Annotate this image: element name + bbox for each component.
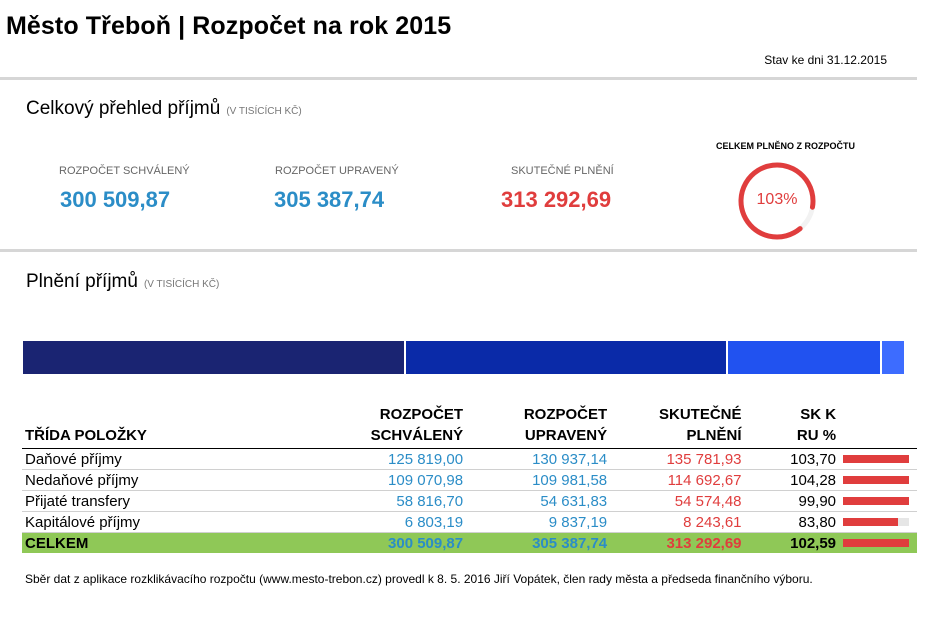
- modified-label: ROZPOČET UPRAVENÝ: [275, 165, 399, 177]
- row-approved: 6 803,19: [331, 511, 467, 533]
- gauge-percent: 103%: [756, 191, 798, 208]
- fulfillment-title-text: Plnění příjmů: [26, 271, 138, 292]
- table-row: Přijaté transfery 58 816,70 54 631,83 54…: [22, 490, 917, 512]
- page-title: Město Třeboň | Rozpočet na rok 2015: [6, 12, 452, 40]
- row-pct-bar: [843, 518, 910, 526]
- overview-title: Celkový přehled příjmů (V TISÍCÍCH KČ): [26, 98, 302, 120]
- col-pct-header-l2: RU %: [796, 427, 837, 444]
- gauge-arc: [738, 162, 816, 240]
- row-actual: 8 243,61: [610, 511, 745, 533]
- row-pct-bar-fill: [843, 497, 909, 505]
- fulfillment-segment: [23, 341, 405, 374]
- gauge-title: CELKEM PLNĚNO Z ROZPOČTU: [716, 141, 855, 151]
- fulfillment-segment: [880, 341, 904, 374]
- col-class-header: TŘÍDA POLOŽKY: [22, 404, 332, 449]
- row-actual: 54 574,48: [610, 490, 745, 512]
- overview-unit: (V TISÍCÍCH KČ): [226, 106, 302, 117]
- row-approved: 109 070,98: [331, 469, 467, 491]
- row-modified: 130 937,14: [466, 448, 611, 470]
- row-actual: 114 692,67: [610, 469, 745, 491]
- table-header-row: TŘÍDA POLOŽKY ROZPOČET SCHVÁLENÝ ROZPOČE…: [22, 404, 917, 449]
- col-modified-header-l2: UPRAVENÝ: [524, 427, 608, 444]
- col-modified-header: ROZPOČET UPRAVENÝ: [466, 404, 611, 449]
- footer-note: Sběr dat z aplikace rozklikávacího rozpo…: [25, 572, 813, 586]
- col-actual-header-l1: SKUTEČNÉ: [659, 406, 742, 423]
- row-pct: 103,70: [744, 448, 840, 470]
- fulfillment-segment-divider: [726, 341, 729, 374]
- actual-value: 313 292,69: [501, 187, 612, 212]
- col-modified-header-l1: ROZPOČET: [523, 406, 608, 423]
- table-row: Daňové příjmy 125 819,00 130 937,14 135 …: [22, 448, 917, 470]
- status-date: Stav ke dni 31.12.2015: [764, 53, 887, 67]
- fulfillment-segment: [727, 341, 881, 374]
- revenue-table: TŘÍDA POLOŽKY ROZPOČET SCHVÁLENÝ ROZPOČE…: [22, 404, 917, 553]
- row-name: Daňové příjmy: [22, 448, 332, 470]
- row-modified: 54 631,83: [466, 490, 611, 512]
- row-pct-bar-cell: [839, 511, 917, 533]
- total-approved: 300 509,87: [331, 532, 467, 553]
- col-pct-header-l1: SK K: [800, 406, 837, 423]
- row-name: Kapitálové příjmy: [22, 511, 332, 533]
- row-pct-bar-cell: [839, 448, 917, 470]
- divider: [0, 77, 917, 80]
- gauge-ring: [738, 162, 816, 240]
- modified-value: 305 387,74: [274, 187, 385, 212]
- fulfillment-title: Plnění příjmů (V TISÍCÍCH KČ): [26, 271, 219, 293]
- row-pct-bar: [843, 455, 910, 463]
- row-name: Nedaňové příjmy: [22, 469, 332, 491]
- row-pct: 104,28: [744, 469, 840, 491]
- total-modified: 305 387,74: [466, 532, 611, 553]
- col-pct-header: SK K RU %: [744, 404, 840, 449]
- fulfillment-segment: [404, 341, 728, 374]
- fulfillment-segment-divider: [879, 341, 882, 374]
- table-row: Kapitálové příjmy 6 803,19 9 837,19 8 24…: [22, 511, 917, 533]
- col-bar-header: [839, 404, 917, 449]
- row-pct: 99,90: [744, 490, 840, 512]
- col-actual-header: SKUTEČNÉ PLNĚNÍ: [610, 404, 745, 449]
- table-total-row: CELKEM 300 509,87 305 387,74 313 292,69 …: [22, 532, 917, 553]
- row-pct-bar-cell: [839, 490, 917, 512]
- overview-title-text: Celkový přehled příjmů: [26, 98, 221, 119]
- total-pct-bar-fill: [843, 539, 910, 547]
- row-pct-bar-fill: [843, 518, 899, 526]
- table-row: Nedaňové příjmy 109 070,98 109 981,58 11…: [22, 469, 917, 491]
- row-approved: 58 816,70: [331, 490, 467, 512]
- row-modified: 9 837,19: [466, 511, 611, 533]
- col-approved-header: ROZPOČET SCHVÁLENÝ: [331, 404, 467, 449]
- row-modified: 109 981,58: [466, 469, 611, 491]
- total-pct-bar-cell: [839, 532, 917, 553]
- approved-value: 300 509,87: [60, 187, 171, 212]
- row-pct-bar-cell: [839, 469, 917, 491]
- actual-label: SKUTEČNÉ PLNĚNÍ: [511, 165, 614, 177]
- col-approved-header-l2: SCHVÁLENÝ: [370, 427, 464, 444]
- total-pct: 102,59: [744, 532, 840, 553]
- total-pct-bar: [843, 539, 910, 547]
- row-pct-bar: [843, 476, 910, 484]
- row-actual: 135 781,93: [610, 448, 745, 470]
- fulfillment-segment-divider: [403, 341, 406, 374]
- col-approved-header-l1: ROZPOČET: [379, 406, 464, 423]
- col-actual-header-l2: PLNĚNÍ: [686, 427, 742, 444]
- divider: [0, 249, 917, 252]
- row-pct-bar-fill: [843, 455, 910, 463]
- row-pct-bar: [843, 497, 910, 505]
- row-name: Přijaté transfery: [22, 490, 332, 512]
- approved-label: ROZPOČET SCHVÁLENÝ: [59, 165, 190, 177]
- row-approved: 125 819,00: [331, 448, 467, 470]
- fulfillment-unit: (V TISÍCÍCH KČ): [143, 279, 220, 290]
- total-name: CELKEM: [22, 532, 332, 553]
- total-actual: 313 292,69: [610, 532, 745, 553]
- row-pct-bar-fill: [843, 476, 910, 484]
- row-pct: 83,80: [744, 511, 840, 533]
